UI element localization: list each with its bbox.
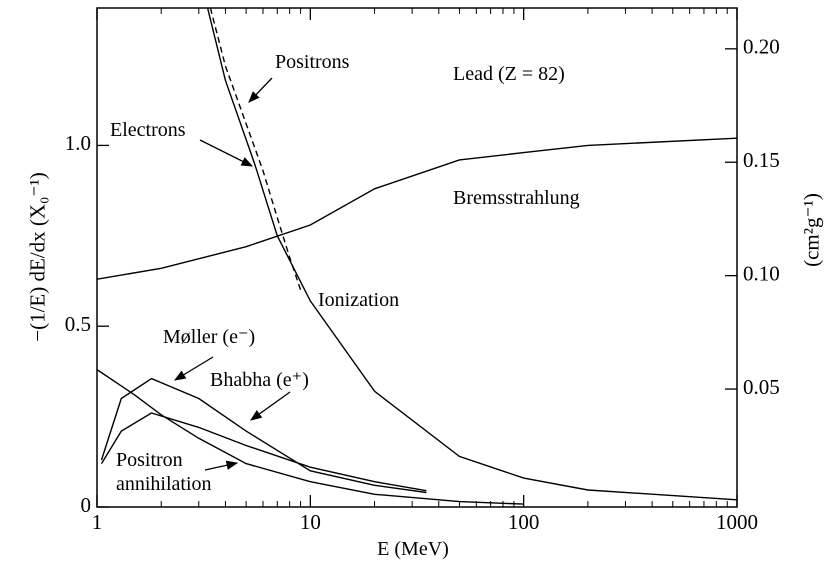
annotation: Lead (Z = 82) <box>453 63 565 85</box>
plot-frame <box>96 7 738 508</box>
series-label: Bremsstrahlung <box>453 187 580 209</box>
x-tick-label: 100 <box>508 510 540 534</box>
x-tick-label: 10 <box>300 510 321 534</box>
series-line <box>206 8 737 501</box>
series-line <box>209 8 302 291</box>
y-tick-label: 1.0 <box>65 131 91 155</box>
series-line <box>100 377 427 494</box>
annotation: Ionization <box>318 289 400 311</box>
y2-tick-label: 0.10 <box>743 261 780 285</box>
arrow <box>173 356 214 381</box>
series-label: Positron annihilation <box>116 449 212 495</box>
series-label: Positrons <box>275 51 350 73</box>
y-tick-label: 0.5 <box>65 312 91 336</box>
series-line <box>97 369 524 505</box>
arrows <box>173 77 291 471</box>
x-tick-label: 1 <box>92 510 103 534</box>
series-label: Electrons <box>110 119 186 141</box>
y2-tick-label: 0.15 <box>743 148 780 172</box>
arrow <box>204 460 239 471</box>
y2-axis-label: (cm²g⁻¹) <box>799 193 824 267</box>
arrow <box>250 391 291 421</box>
series-label: Møller (e⁻) <box>163 326 256 348</box>
arrow <box>248 77 273 103</box>
series-line <box>100 412 427 492</box>
y2-tick-label: 0.20 <box>743 35 780 59</box>
arrow <box>199 139 254 167</box>
y-axis-label: −(1/E) dE/dx (X₀⁻¹) <box>25 172 50 342</box>
x-axis-label: E (MeV) <box>377 538 449 560</box>
y2-tick-label: 0.05 <box>743 375 780 399</box>
series-label: Bhabha (e⁺) <box>210 369 309 391</box>
x-tick-label: 1000 <box>716 510 758 534</box>
y-tick-label: 0 <box>81 493 92 517</box>
series-line <box>97 137 737 280</box>
